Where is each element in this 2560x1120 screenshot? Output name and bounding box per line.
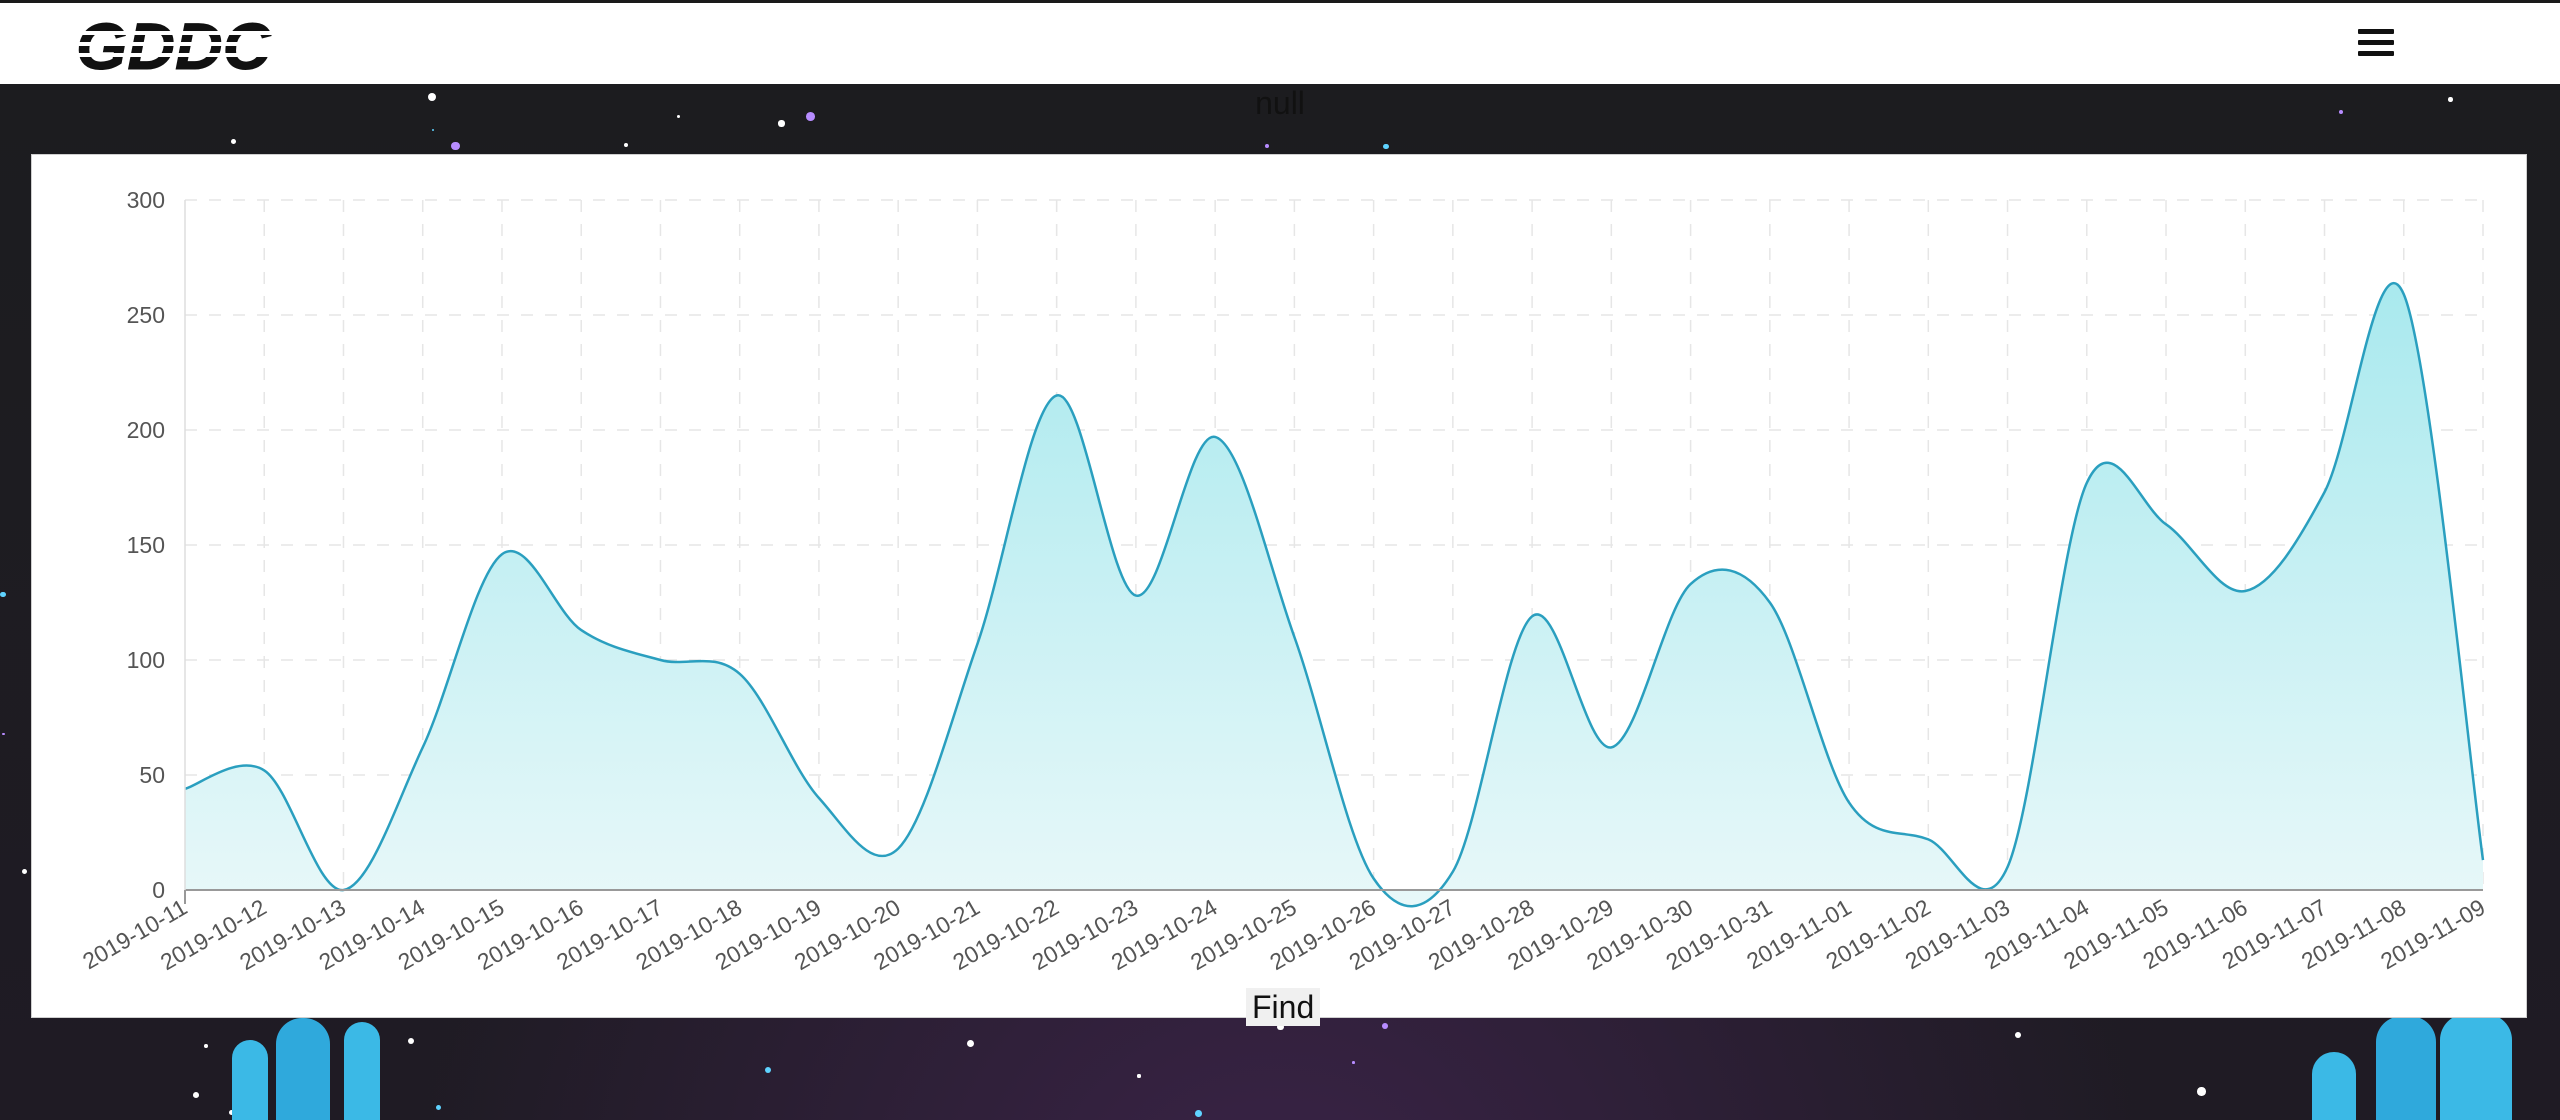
star bbox=[203, 1044, 208, 1048]
star bbox=[0, 591, 6, 597]
data-point bbox=[1371, 876, 1377, 882]
cactus-left-3 bbox=[344, 1022, 380, 1120]
star bbox=[2015, 1032, 2022, 1039]
data-point bbox=[1291, 634, 1297, 640]
data-point bbox=[1767, 600, 1773, 606]
star bbox=[1382, 1023, 1388, 1029]
data-point bbox=[1133, 593, 1139, 599]
y-tick-label: 0 bbox=[152, 877, 165, 903]
data-point bbox=[1925, 836, 1931, 842]
star bbox=[623, 142, 629, 147]
star bbox=[2338, 109, 2344, 114]
star bbox=[193, 1091, 200, 1098]
data-point bbox=[1212, 434, 1218, 440]
star bbox=[228, 1110, 235, 1116]
data-point bbox=[499, 551, 505, 557]
data-point bbox=[2005, 864, 2011, 870]
y-tick-label: 100 bbox=[127, 647, 165, 673]
data-point bbox=[2242, 588, 2248, 594]
star bbox=[230, 139, 236, 144]
data-point bbox=[1608, 744, 1614, 750]
y-tick-label: 250 bbox=[127, 302, 165, 328]
data-point bbox=[1846, 800, 1852, 806]
cactus-right-1 bbox=[2312, 1052, 2356, 1120]
cactus-right-3 bbox=[2440, 1014, 2512, 1120]
data-point bbox=[578, 627, 584, 633]
y-tick-label: 200 bbox=[127, 417, 165, 443]
star bbox=[1383, 144, 1389, 150]
star bbox=[2197, 1087, 2206, 1096]
cactus-right-2 bbox=[2376, 1016, 2436, 1120]
data-point bbox=[657, 657, 663, 663]
star bbox=[677, 115, 681, 119]
cactus-left-1 bbox=[232, 1040, 268, 1120]
y-tick-label: 300 bbox=[127, 187, 165, 213]
data-point bbox=[2322, 489, 2328, 495]
star bbox=[1137, 1074, 1141, 1078]
gddc-logo[interactable]: GDDC bbox=[72, 15, 296, 77]
data-point bbox=[2163, 521, 2169, 527]
y-tick-label: 150 bbox=[127, 532, 165, 558]
chart-title: null bbox=[1255, 85, 1305, 121]
star bbox=[407, 1037, 415, 1045]
star bbox=[21, 868, 27, 875]
data-point bbox=[1450, 869, 1456, 875]
star bbox=[1264, 143, 1269, 148]
star bbox=[1277, 1023, 1284, 1031]
data-point bbox=[2084, 480, 2090, 486]
data-point bbox=[895, 846, 901, 852]
data-point bbox=[420, 744, 426, 750]
star bbox=[778, 120, 785, 127]
data-point bbox=[2480, 857, 2486, 863]
y-tick-label: 50 bbox=[139, 762, 165, 788]
data-point bbox=[261, 767, 267, 773]
star bbox=[806, 112, 815, 121]
star bbox=[2448, 97, 2453, 102]
data-point bbox=[2401, 291, 2407, 297]
star bbox=[451, 141, 460, 151]
cactus-left-2 bbox=[276, 1018, 330, 1120]
star bbox=[764, 1067, 771, 1074]
top-navigation-bar: GDDC bbox=[0, 0, 2560, 84]
star bbox=[1351, 1061, 1355, 1065]
star bbox=[436, 1105, 442, 1111]
star bbox=[427, 93, 436, 101]
data-point bbox=[816, 795, 822, 801]
series-line bbox=[184, 282, 2485, 908]
data-point bbox=[974, 641, 980, 647]
star bbox=[967, 1040, 975, 1048]
data-point bbox=[737, 671, 743, 677]
find-button[interactable]: Find bbox=[1246, 988, 1321, 1026]
star bbox=[1195, 1110, 1202, 1117]
star bbox=[2, 732, 5, 736]
hamburger-menu-icon[interactable] bbox=[2358, 29, 2394, 61]
star bbox=[431, 128, 435, 132]
data-point bbox=[1054, 393, 1060, 399]
series-area-fill bbox=[185, 283, 2483, 907]
data-point bbox=[1688, 581, 1694, 587]
data-point bbox=[1529, 613, 1535, 619]
area-chart: 0501001502002503002019-10-112019-10-1220… bbox=[78, 187, 2489, 975]
